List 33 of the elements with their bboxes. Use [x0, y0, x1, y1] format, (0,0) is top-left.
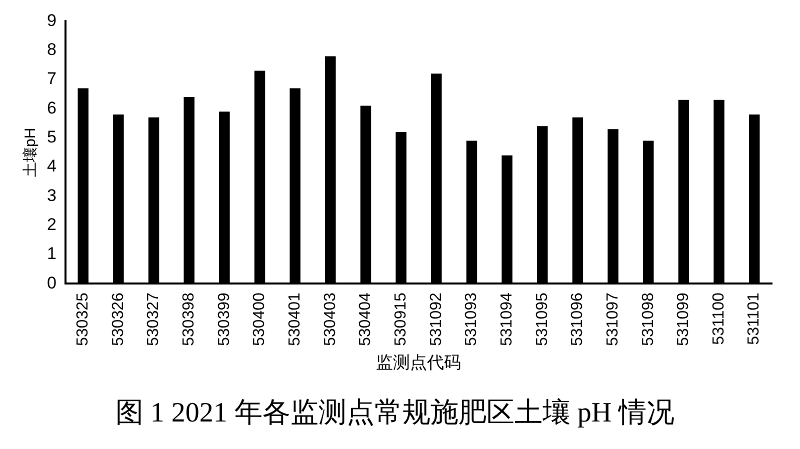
x-tick-label: 531101	[746, 292, 763, 345]
x-tick-label: 531097	[604, 292, 622, 346]
y-tick-label: 5	[46, 128, 56, 147]
y-tick-label: 4	[46, 156, 56, 176]
x-tick-label: 530325	[74, 292, 92, 346]
x-tick-label: 530915	[392, 292, 410, 346]
x-tick-label: 531092	[428, 292, 445, 346]
x-tick-label: 531098	[640, 292, 657, 346]
x-tick-label: 530326	[110, 292, 127, 346]
x-axis-title: 监测点代码	[376, 352, 462, 372]
x-tick-label: 531095	[534, 292, 551, 346]
y-tick-label: 0	[46, 273, 56, 292]
text: 图 1 2021 年各监测点常规施肥区土壤 pH 情况	[115, 398, 675, 429]
x-tick-label: 531096	[569, 292, 586, 346]
x-tick-label: 530327	[145, 292, 162, 346]
x-tick-label: 531093	[463, 292, 480, 346]
x-tick-label: 530401	[286, 292, 304, 346]
y-tick-label: 7	[46, 69, 56, 88]
x-tick-label: 530399	[216, 292, 233, 346]
x-tick-label: 531099	[675, 292, 692, 346]
y-tick-label: 1	[46, 244, 56, 264]
y-tick-label: 6	[46, 98, 56, 118]
x-tick-label: 530404	[357, 292, 374, 346]
x-tick-label: 531094	[498, 292, 516, 346]
x-tick-label: 530403	[322, 292, 339, 346]
y-tick-label: 9	[46, 10, 56, 30]
y-tick-label: 3	[46, 186, 56, 205]
x-tick-label: 531100	[710, 292, 728, 345]
y-tick-label: 2	[46, 214, 56, 234]
y-axis-title: 土壤pH	[22, 128, 40, 177]
x-tick-label: 530398	[180, 292, 198, 346]
x-tick-label: 530400	[251, 292, 268, 346]
y-tick-label: 8	[46, 40, 56, 60]
